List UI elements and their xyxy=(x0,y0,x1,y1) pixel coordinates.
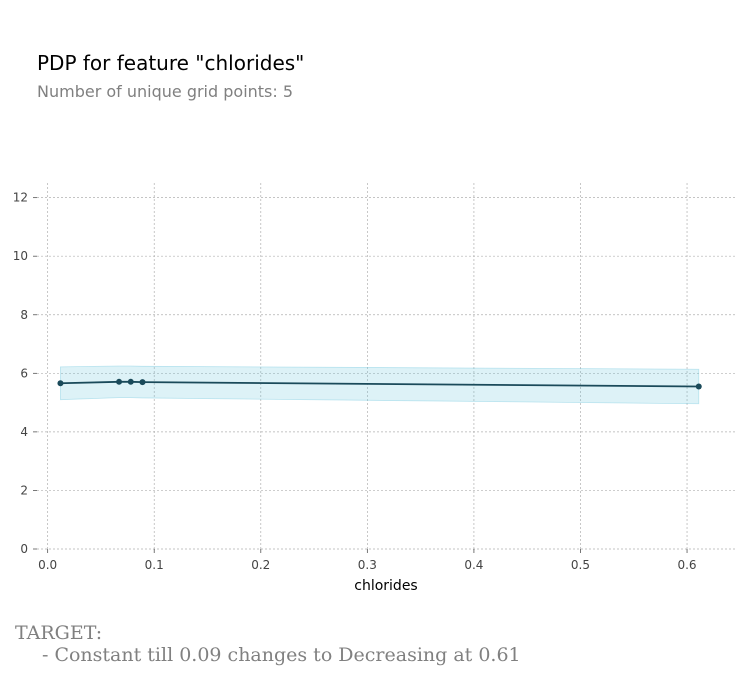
target-annotation: TARGET: - Constant till 0.09 changes to … xyxy=(15,622,521,666)
y-tick-label: 10 xyxy=(13,249,28,263)
pdp-points-layer xyxy=(57,378,702,390)
pdp-point xyxy=(695,383,702,390)
pdp-point xyxy=(116,378,123,385)
x-tick-label: 0.4 xyxy=(464,558,483,572)
y-axis-ticks: 0 2 4 6 8 10 12 xyxy=(13,191,37,556)
chart-subtitle: Number of unique grid points: 5 xyxy=(37,82,294,101)
confidence-band xyxy=(60,365,700,405)
y-tick-label: 8 xyxy=(20,308,28,322)
y-tick-label: 12 xyxy=(13,191,28,205)
x-axis-label: chlorides xyxy=(354,578,417,594)
pdp-point xyxy=(57,380,64,387)
pdp-point xyxy=(139,379,146,386)
y-tick-label: 0 xyxy=(20,542,28,556)
x-tick-label: 0.1 xyxy=(145,558,164,572)
x-tick-label: 0.2 xyxy=(251,558,270,572)
pdp-point xyxy=(127,378,134,385)
target-label: TARGET: xyxy=(15,622,103,644)
x-tick-label: 0.0 xyxy=(38,558,57,572)
x-tick-label: 0.6 xyxy=(677,558,696,572)
grid-lines xyxy=(37,183,735,550)
chart-title: PDP for feature "chlorides" xyxy=(37,51,305,75)
y-tick-label: 6 xyxy=(20,366,28,380)
x-tick-label: 0.3 xyxy=(358,558,377,572)
y-tick-label: 2 xyxy=(20,483,28,497)
y-tick-label: 4 xyxy=(20,425,28,439)
x-axis-ticks: 0.0 0.1 0.2 0.3 0.4 0.5 0.6 xyxy=(38,549,697,572)
confidence-band-layer xyxy=(60,365,700,405)
x-tick-label: 0.5 xyxy=(571,558,590,572)
target-description: - Constant till 0.09 changes to Decreasi… xyxy=(42,644,521,666)
